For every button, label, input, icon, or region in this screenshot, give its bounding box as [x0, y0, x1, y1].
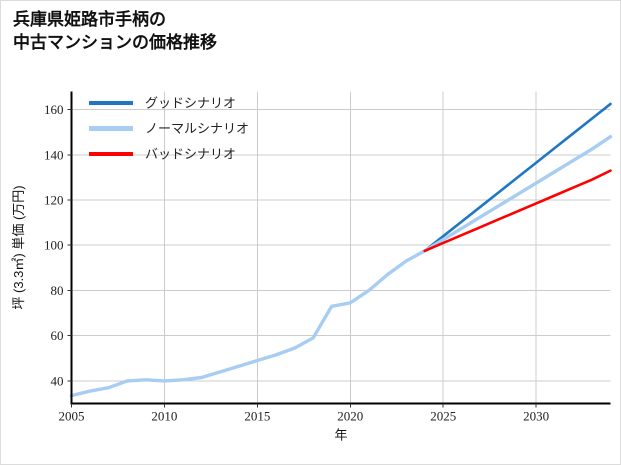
y-tick-label: 140 — [44, 147, 64, 162]
y-tick-label: 160 — [44, 102, 64, 117]
x-axis-title: 年 — [334, 428, 347, 443]
legend-item[interactable]: バッドシナリオ — [89, 146, 236, 161]
series-line — [69, 135, 613, 398]
series-lines — [69, 102, 613, 398]
axis-ticks: 40 60 80 100 120 140 160 2005 2010 2015 2020 2025 20… — [44, 102, 549, 423]
legend-item[interactable]: グッドシナリオ — [89, 95, 236, 110]
legend-label: グッドシナリオ — [145, 95, 236, 110]
legend-label: バッドシナリオ — [145, 146, 236, 161]
y-tick-label: 80 — [51, 283, 64, 298]
axis-titles: 年 坪 (3.3㎡) 単価 (万円) — [11, 185, 348, 442]
y-axis-title: 坪 (3.3㎡) 単価 (万円) — [11, 185, 26, 309]
axis-spine — [70, 91, 611, 405]
x-tick-label: 2005 — [59, 409, 85, 424]
legend-item[interactable]: ノーマルシナリオ — [89, 121, 249, 136]
legend-label: ノーマルシナリオ — [145, 121, 249, 136]
chart-title: 兵庫県姫路市手柄の 中古マンションの価格推移 — [13, 10, 217, 52]
x-tick-label: 2030 — [523, 409, 549, 424]
gridlines — [71, 91, 611, 404]
axis-spines — [70, 91, 611, 405]
y-tick-label: 100 — [44, 238, 64, 253]
y-tick-label: 60 — [51, 328, 64, 343]
x-tick-label: 2025 — [430, 409, 456, 424]
x-tick-label: 2015 — [244, 409, 270, 424]
y-tick-label: 120 — [44, 193, 64, 208]
series-line — [423, 169, 612, 253]
y-tick-label: 40 — [51, 373, 64, 388]
x-tick-label: 2010 — [151, 409, 177, 424]
x-tick-label: 2020 — [337, 409, 363, 424]
series-line — [423, 102, 612, 253]
